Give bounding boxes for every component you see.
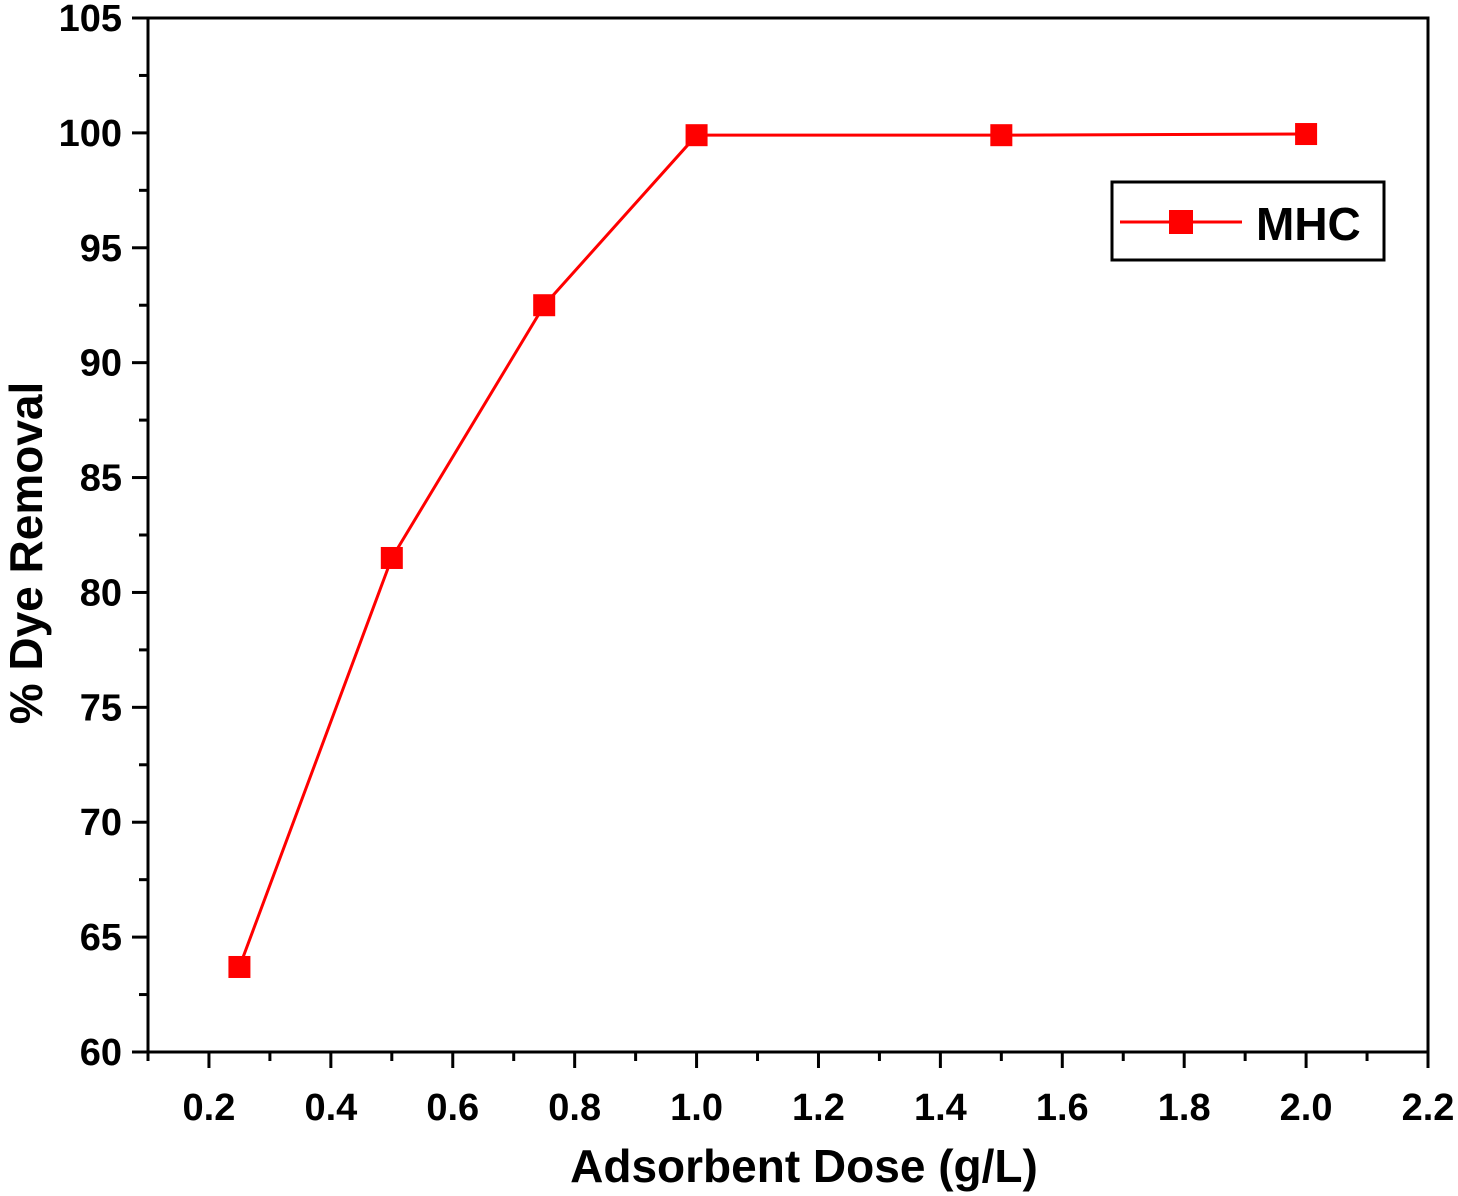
series xyxy=(228,123,1318,978)
data-point-marker xyxy=(1295,123,1318,146)
legend-label-mhc: MHC xyxy=(1256,198,1361,250)
y-tick-label: 60 xyxy=(80,1032,122,1074)
axes xyxy=(146,16,1430,1054)
x-tick-label: 1.8 xyxy=(1158,1087,1211,1129)
y-axis-title: % Dye Removal xyxy=(0,382,52,725)
y-tick-label: 75 xyxy=(80,687,122,729)
y-tick-label: 65 xyxy=(80,917,122,959)
data-point-marker xyxy=(533,294,556,317)
legend-marker-mhc xyxy=(1169,210,1193,234)
legend: MHC xyxy=(1110,180,1386,262)
y-tick-label: 105 xyxy=(59,0,122,40)
x-tick-label: 0.6 xyxy=(426,1087,479,1129)
series-line-mhc xyxy=(238,132,1307,968)
data-point-marker xyxy=(228,955,251,978)
x-tick-label: 2.0 xyxy=(1280,1087,1333,1129)
data-point-marker xyxy=(990,124,1013,147)
x-tick-label: 0.2 xyxy=(183,1087,236,1129)
y-tick-label: 100 xyxy=(59,113,122,155)
ticks: 0.2 0.4 0.6 0.8 1.0 1.2 1.4 1.6 1.8 2.0 2.2 60 65 70 7… xyxy=(59,0,1455,1129)
x-axis-title: Adsorbent Dose (g/L) xyxy=(570,1140,1038,1192)
y-tick-label: 90 xyxy=(80,343,122,385)
data-point-marker xyxy=(380,546,403,569)
x-tick-label: 0.4 xyxy=(304,1087,357,1129)
plot-frame xyxy=(146,16,1430,1054)
y-tick-label: 95 xyxy=(80,228,122,270)
x-tick-label: 1.2 xyxy=(792,1087,845,1129)
x-tick-label: 0.8 xyxy=(548,1087,601,1129)
x-tick-label: 1.6 xyxy=(1036,1087,1089,1129)
x-tick-label: 2.2 xyxy=(1402,1087,1455,1129)
y-tick-label: 80 xyxy=(80,572,122,614)
y-tick-label: 85 xyxy=(80,458,122,500)
data-point-marker xyxy=(685,124,708,147)
x-tick-label: 1.4 xyxy=(914,1087,967,1129)
x-tick-label: 1.0 xyxy=(670,1087,723,1129)
y-tick-label: 70 xyxy=(80,802,122,844)
